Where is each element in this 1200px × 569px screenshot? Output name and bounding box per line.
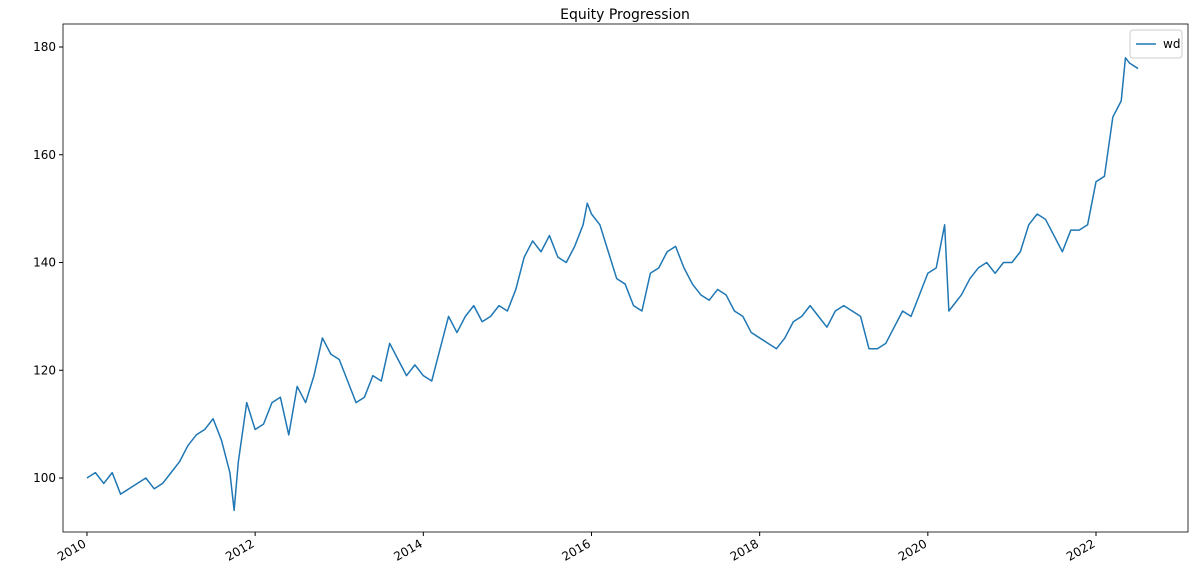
legend: wd: [1129, 29, 1183, 59]
x-tick-label: 2020: [896, 536, 929, 563]
y-tick-label: 120: [33, 363, 56, 377]
x-tick-label: 2022: [1064, 536, 1097, 563]
y-tick-label: 160: [33, 148, 56, 162]
y-tick-label: 140: [33, 256, 56, 270]
series-line: [86, 57, 1139, 512]
chart-title: Equity Progression: [560, 7, 690, 23]
y-tick-label: 180: [33, 40, 56, 54]
x-tick-label: 2014: [391, 536, 424, 563]
plot-frame: [62, 23, 1189, 533]
x-tick-label: 2016: [560, 536, 593, 563]
y-tick-label: 100: [33, 471, 56, 485]
x-tick-label: 2012: [223, 536, 256, 563]
legend-label: wd: [1163, 37, 1180, 51]
x-tick-label: 2010: [55, 536, 88, 563]
x-tick-label: 2018: [728, 536, 761, 563]
